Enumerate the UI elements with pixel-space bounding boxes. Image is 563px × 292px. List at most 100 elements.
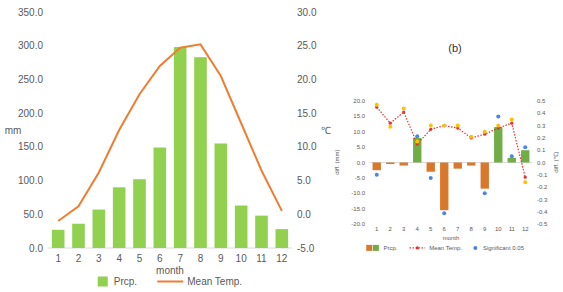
bar: [235, 206, 248, 248]
x-tick-label: 11: [509, 226, 516, 232]
point: [388, 125, 392, 129]
bar: [440, 163, 448, 211]
line: [377, 107, 526, 177]
legend-label: Mean Temp.: [187, 276, 242, 287]
legend-label: Significant 0.05: [483, 245, 525, 251]
x-tick-label: 12: [276, 253, 288, 264]
point: [415, 140, 419, 144]
y2-tick-label: 5.0: [297, 175, 311, 186]
y-tick-label: 300.0: [18, 40, 43, 51]
bar: [113, 187, 126, 248]
y2-tick-label: 0.4: [537, 110, 546, 116]
legend-swatch: [98, 277, 108, 287]
legend: Prcp.Mean Temp.: [98, 276, 242, 287]
y2-tick: [532, 137, 535, 138]
y-tick: [45, 12, 48, 13]
y-tick: [367, 162, 370, 163]
x-tick-label: 3: [96, 253, 102, 264]
bar: [413, 138, 421, 163]
y2-axis-label: ℃: [321, 125, 331, 136]
y2-tick-label: -0.4: [537, 209, 548, 215]
y2-axis-label: diff. (℃): [553, 151, 559, 172]
y2-tick-label: 0.0: [537, 160, 546, 166]
x-tick-label: 9: [483, 226, 487, 232]
point: [402, 106, 406, 110]
y-tick-label: -20.0: [351, 221, 365, 227]
bar: [386, 163, 394, 165]
y-tick: [45, 79, 48, 80]
point: [442, 211, 446, 215]
y-tick: [45, 113, 48, 114]
x-tick-label: 7: [177, 253, 183, 264]
x-tick-label: 9: [218, 253, 224, 264]
y2-tick: [532, 113, 535, 114]
x-tick-label: 7: [456, 226, 460, 232]
y2-tick: [292, 146, 295, 147]
y2-tick: [292, 113, 295, 114]
title: (b): [448, 42, 461, 54]
y2-tick: [532, 101, 535, 102]
line: [58, 44, 282, 221]
y-tick: [45, 214, 48, 215]
bar: [481, 163, 489, 189]
legend-swatch: [473, 246, 477, 250]
y-tick-label: 20.0: [353, 98, 365, 104]
line-marker: [524, 176, 527, 179]
y2-tick-label: -0.5: [537, 221, 548, 227]
figure: 0.050.0100.0150.0200.0250.0300.0350.0-5.…: [0, 0, 563, 292]
y2-tick-label: 15.0: [297, 108, 317, 119]
bar: [215, 143, 228, 248]
point: [510, 154, 514, 158]
y-tick-label: 0.0: [357, 160, 366, 166]
bar: [93, 210, 106, 248]
y2-tick-label: -5.0: [297, 243, 315, 254]
y-axis-label: diff. (mm): [334, 149, 340, 174]
y2-tick: [292, 45, 295, 46]
y-tick: [367, 224, 370, 225]
x-tick-label: 5: [137, 253, 143, 264]
y-tick: [45, 45, 48, 46]
legend-swatch: [416, 246, 419, 249]
line-marker: [389, 122, 392, 125]
y-tick: [367, 208, 370, 209]
x-tick-label: 8: [198, 253, 204, 264]
plot-area: [52, 44, 288, 248]
point: [510, 117, 514, 121]
y-tick-label: 150.0: [18, 141, 43, 152]
x-tick-label: 12: [522, 226, 529, 232]
y2-tick-label: 20.0: [297, 74, 317, 85]
legend-label: Prcp.: [383, 245, 397, 251]
y-tick-label: 10.0: [353, 129, 365, 135]
x-tick-label: 4: [116, 253, 122, 264]
point: [442, 124, 446, 128]
y-tick-label: 350.0: [18, 7, 43, 18]
plot-area: [373, 103, 530, 216]
y2-tick-label: -0.1: [537, 172, 548, 178]
x-tick-label: 6: [157, 253, 163, 264]
bar: [521, 150, 529, 162]
y-tick-label: -10.0: [351, 190, 365, 196]
bar: [276, 229, 289, 248]
y2-tick: [292, 248, 295, 249]
y-tick-label: 100.0: [18, 175, 43, 186]
line-marker: [402, 110, 405, 113]
point: [375, 103, 379, 107]
y2-tick: [532, 187, 535, 188]
x-tick-label: 10: [236, 253, 248, 264]
x-tick-label: 2: [389, 226, 393, 232]
y-tick: [367, 147, 370, 148]
y-tick-label: -5.0: [355, 175, 366, 181]
x-tick-label: 1: [55, 253, 61, 264]
bar: [427, 163, 435, 172]
bar: [494, 127, 502, 162]
bar: [467, 163, 475, 166]
bar: [174, 47, 187, 248]
chart: 0.050.0100.0150.0200.0250.0300.0350.0-5.…: [5, 7, 331, 288]
y2-tick-label: 0.0: [297, 209, 311, 220]
legend-swatch: [157, 281, 183, 283]
bar: [255, 216, 268, 248]
y2-tick: [532, 199, 535, 200]
legend-swatch: [366, 245, 372, 251]
chart: (b)-20.0-15.0-10.0-5.00.05.010.015.020.0…: [334, 42, 559, 251]
bar: [454, 163, 462, 169]
